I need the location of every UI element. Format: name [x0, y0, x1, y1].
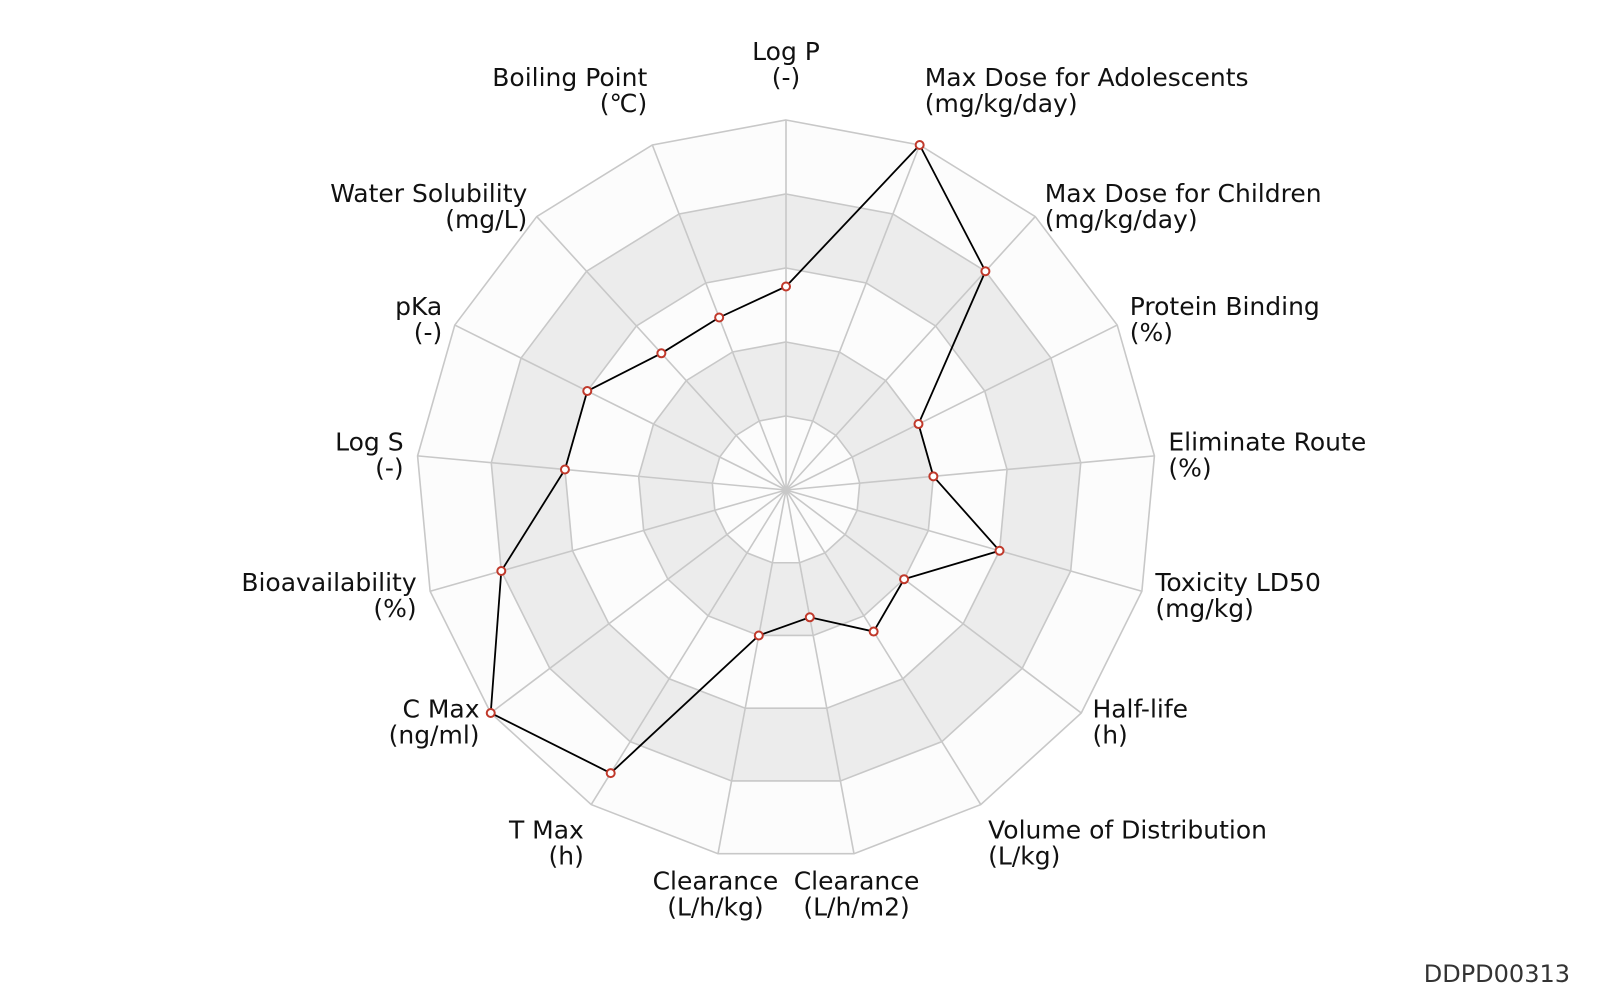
- axis-label-unit: (mg/kg): [1155, 594, 1254, 623]
- data-point-1: [914, 139, 925, 150]
- axis-label-name: Eliminate Route: [1168, 428, 1366, 457]
- axis-label-unit: (℃): [600, 89, 648, 118]
- axis-label-name: C Max: [402, 694, 479, 723]
- axis-label-unit: (mg/L): [445, 205, 527, 234]
- grid-spoke-13: [417, 455, 787, 491]
- axis-label-name: Toxicity LD50: [1154, 568, 1321, 597]
- axis-label-name: Boiling Point: [492, 63, 647, 92]
- data-point-9: [753, 630, 764, 641]
- data-point-7: [868, 626, 879, 637]
- axis-label-name: pKa: [395, 292, 442, 321]
- axis-label-unit: (%): [373, 594, 416, 623]
- axis-label-unit: (-): [772, 63, 801, 92]
- grid-spoke-3: [785, 324, 1118, 491]
- axis-label-unit: (-): [375, 454, 404, 483]
- axis-labels: Log P(-) Max Dose for Adolescents(mg/kg/d…: [241, 37, 1366, 921]
- grid-spoke-8: [785, 489, 855, 854]
- axis-label-name: Log S: [335, 428, 403, 457]
- axis-label-unit: (h): [1092, 720, 1127, 749]
- axis-label-name: Log P: [752, 37, 820, 66]
- axis-label-unit: (L/kg): [988, 841, 1060, 870]
- data-point-4: [928, 471, 939, 482]
- axis-label-name: Volume of Distribution: [988, 815, 1267, 844]
- grid-spoke-11: [490, 489, 787, 714]
- axis-label-name: Bioavailability: [241, 568, 417, 597]
- data-point-13: [559, 464, 570, 475]
- axis-label-unit: (-): [414, 318, 443, 347]
- data-point-8: [804, 612, 815, 623]
- data-point-16: [714, 312, 725, 323]
- data-point-0: [781, 281, 791, 292]
- axis-label-name: Clearance: [794, 866, 920, 895]
- axis-label-unit: (ng/ml): [389, 720, 480, 749]
- series-line: [489, 143, 1002, 775]
- grid-spoke-6: [785, 489, 1082, 714]
- data-point-2: [980, 266, 991, 277]
- axis-label-unit: (%): [1168, 454, 1211, 483]
- grid-spoke-1: [785, 144, 921, 491]
- axis-label-name: Half-life: [1092, 694, 1188, 723]
- axis-label-name: Clearance: [653, 866, 779, 895]
- grid-spoke-9: [717, 489, 787, 854]
- data-point-14: [582, 386, 593, 397]
- grid-spoke-7: [785, 489, 982, 806]
- grid-spoke-4: [785, 455, 1155, 491]
- grid-spoke-5: [785, 489, 1143, 593]
- axis-label-unit: (mg/kg/day): [925, 89, 1078, 118]
- grid-spoke-12: [429, 489, 787, 593]
- axis-label-name: T Max: [508, 815, 584, 844]
- data-point-6: [899, 574, 910, 585]
- grid-spoke-2: [785, 216, 1036, 491]
- axis-label-unit: (%): [1130, 318, 1173, 347]
- axis-label-unit: (L/h/kg): [667, 892, 763, 921]
- data-point-5: [994, 545, 1005, 556]
- figure-id: DDPD00313: [1423, 960, 1570, 988]
- axis-label-name: Max Dose for Adolescents: [925, 63, 1249, 92]
- radar-series: [485, 139, 1005, 779]
- grid-spoke-14: [454, 324, 787, 491]
- axis-label-unit: (L/h/m2): [803, 892, 909, 921]
- data-point-10: [605, 768, 616, 779]
- axis-label-name: Protein Binding: [1130, 292, 1320, 321]
- data-point-15: [656, 348, 667, 359]
- data-point-3: [913, 419, 924, 430]
- axis-label-name: Max Dose for Children: [1045, 179, 1322, 208]
- axis-label-unit: (mg/kg/day): [1045, 205, 1198, 234]
- data-point-12: [496, 566, 507, 577]
- data-point-11: [485, 707, 496, 718]
- axis-label-unit: (h): [548, 841, 583, 870]
- grid-spoke-10: [590, 489, 787, 806]
- axis-label-name: Water Solubility: [330, 179, 527, 208]
